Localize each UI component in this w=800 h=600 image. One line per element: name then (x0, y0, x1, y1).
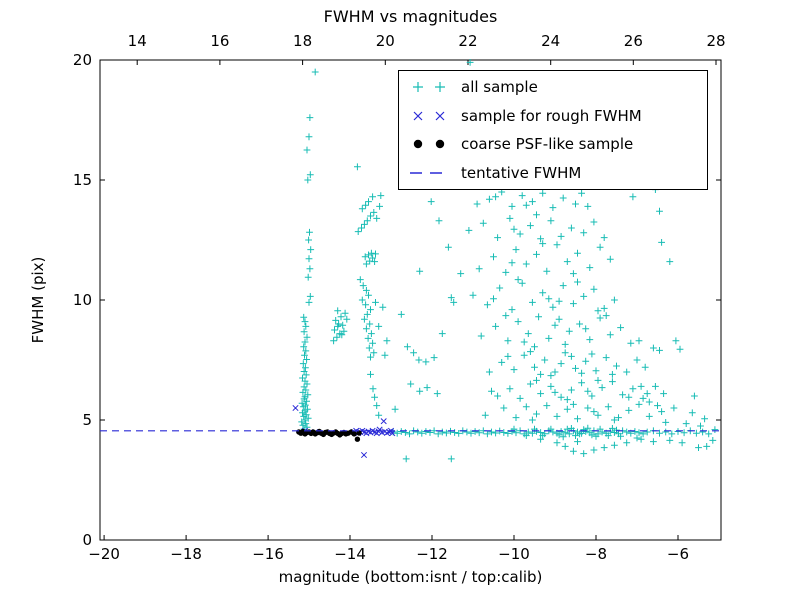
x-tick-label: −20 (88, 545, 120, 563)
legend-label: all sample (461, 78, 538, 97)
dot-marker-icon (413, 140, 445, 149)
y-tick-label: 10 (72, 291, 92, 309)
top-axis-ticks (136, 60, 717, 65)
coarse-psf-points (296, 428, 362, 442)
legend-entry-tentative-fwhm: tentative FWHM (399, 159, 707, 186)
dashed-line-icon (410, 171, 442, 174)
top-tick-label: 20 (375, 32, 395, 50)
chart-title: FWHM vs magnitudes (323, 7, 498, 26)
y-tick-label: 5 (82, 411, 92, 429)
x-tick-label: −16 (252, 545, 284, 563)
top-tick-label: 24 (541, 32, 561, 50)
legend-entry-coarse-psf: coarse PSF-like sample (399, 131, 707, 158)
left-axis-ticks (100, 59, 105, 541)
top-tick-label: 28 (706, 32, 726, 50)
y-axis-label: FWHM (pix) (29, 256, 47, 344)
x-tick-label: −12 (416, 545, 448, 563)
y-tick-label: 0 (82, 531, 92, 549)
y-tick-label: 20 (72, 51, 92, 69)
x-tick-label: −10 (498, 545, 530, 563)
right-axis-ticks (716, 59, 721, 541)
top-tick-label: 14 (127, 32, 147, 50)
top-tick-label: 16 (210, 32, 230, 50)
legend-entry-rough-fwhm: sample for rough FWHM (399, 102, 707, 129)
legend-label: sample for rough FWHM (461, 106, 642, 125)
x-marker-icon (413, 111, 445, 121)
x-tick-label: −6 (666, 545, 690, 563)
legend-label: tentative FWHM (461, 163, 582, 182)
legend: all sample sample for rough FWHM coarse … (398, 70, 708, 190)
legend-entry-all-sample: all sample (399, 74, 707, 101)
x-tick-label: −18 (170, 545, 202, 563)
top-tick-label: 18 (293, 32, 313, 50)
top-tick-label: 22 (458, 32, 478, 50)
bottom-axis-ticks (103, 535, 679, 540)
top-tick-label: 26 (623, 32, 643, 50)
x-tick-label: −8 (584, 545, 608, 563)
x-tick-label: −14 (334, 545, 366, 563)
legend-label: coarse PSF-like sample (461, 135, 634, 154)
plus-marker-icon (413, 82, 445, 93)
y-tick-label: 15 (72, 171, 92, 189)
x-axis-label: magnitude (bottom:isnt / top:calib) (278, 568, 543, 586)
